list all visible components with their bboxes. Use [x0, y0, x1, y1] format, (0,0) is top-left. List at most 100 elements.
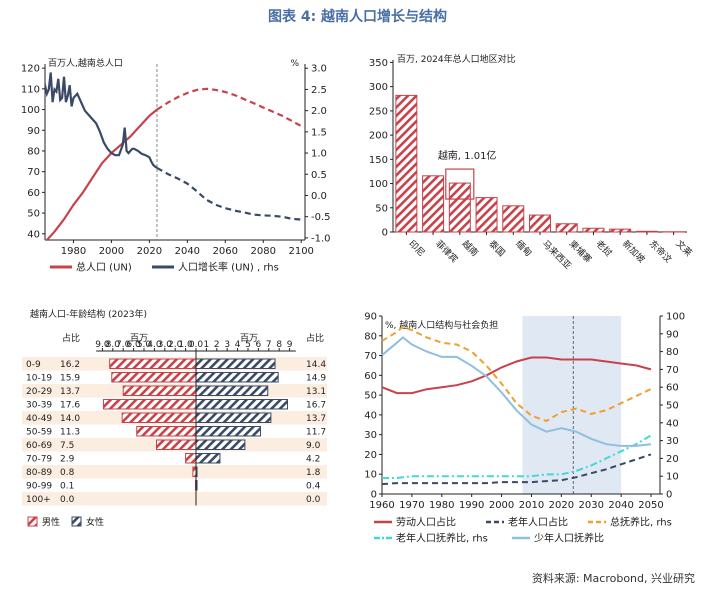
y2-tick-label: 90 [666, 329, 679, 340]
y-tick-label: 20 [364, 450, 377, 461]
age-group-label: 80-89 [26, 468, 52, 478]
bar [529, 214, 551, 233]
annotation-label: 越南, 1.01亿 [438, 149, 497, 162]
legend-label: 少年人口抚养比 [534, 532, 604, 545]
x-tick-label: 东帝汶 [647, 238, 675, 266]
right-axis-unit: % [290, 59, 299, 69]
age-group-label: 10-19 [26, 374, 52, 384]
male-share: 0.8 [60, 468, 75, 478]
population-forecast-line [156, 87, 302, 128]
x-tick-label: 越南 [460, 238, 481, 259]
legend-swatch-male [27, 516, 38, 527]
male-bar [185, 453, 197, 464]
female-share: 16.7 [306, 401, 326, 411]
female-bar [195, 372, 279, 383]
legend-swatch-female [71, 516, 82, 527]
female-share: 0.0 [306, 495, 321, 505]
x-tick-label: 2060 [213, 246, 238, 257]
population-line [45, 108, 158, 240]
male-share: 2.9 [60, 455, 75, 465]
y2-tick-label: 10 [666, 472, 679, 483]
y-tick-label: 60 [27, 188, 40, 199]
x-tick-label-right: 3 [224, 340, 230, 350]
y2-tick-label: 3.0 [311, 64, 327, 75]
male-share: 0.0 [60, 495, 75, 505]
chart-note: %, 越南人口结构与社会负担 [385, 319, 498, 331]
legend-label: 总抚养比, rhs [610, 516, 672, 529]
y2-tick-label: 40 [666, 418, 679, 429]
x-tick-label: 缅甸 [513, 238, 534, 259]
x-tick-label-right: 9 [287, 340, 293, 350]
series-line [381, 453, 652, 486]
age-group-label: 50-59 [26, 428, 52, 438]
y-tick-label: 350 [369, 58, 388, 69]
plot-area [45, 72, 302, 240]
bar [609, 228, 632, 233]
y-tick-label: 0 [371, 490, 377, 501]
male-share: 15.9 [60, 374, 80, 384]
y-tick-label: 40 [27, 229, 40, 240]
male-share: 13.7 [60, 387, 80, 397]
growth-rate-line [45, 72, 158, 169]
female-share: 9.0 [306, 441, 321, 451]
x-tick-label-left: 4.0 [147, 340, 162, 350]
series-line [381, 325, 652, 423]
legend-label-female: 女性 [86, 516, 104, 528]
x-tick-label: 2040 [175, 246, 200, 257]
legend-label: 老年人口抚养比, rhs [396, 532, 488, 545]
female-bar [195, 358, 276, 369]
x-tick-label: 2080 [251, 246, 276, 257]
y-tick-label: 90 [27, 126, 40, 137]
chart-regional-comparison: 0 50 100 150 200 250 300 350 百万, 2024年总人口地区对比印尼菲… [369, 53, 695, 272]
female-bar [195, 426, 261, 437]
age-group-label: 60-69 [26, 441, 52, 451]
x-tick-label-right: 8 [276, 340, 282, 350]
y-tick-label: 100 [21, 105, 40, 116]
x-tick-label: 1990 [459, 500, 484, 511]
y2-tick-label: 0 [666, 490, 672, 501]
x-tick-label: 1960 [369, 500, 394, 511]
male-bar [155, 439, 197, 450]
y2-tick-label: 30 [666, 436, 679, 447]
age-group-label: 30-39 [26, 401, 52, 411]
age-group-label: 100+ [26, 495, 51, 505]
y-tick-label: 50 [27, 209, 40, 220]
x-tick-label: 2000 [489, 500, 514, 511]
bar [395, 94, 418, 233]
row-stripe [22, 492, 327, 506]
y2-tick-label: 0.5 [311, 170, 327, 181]
y-tick-label: 150 [369, 155, 388, 166]
y-tick-label: 30 [364, 430, 377, 441]
y2-tick-label: 20 [666, 454, 679, 465]
x-tick-label: 2040 [608, 500, 633, 511]
series-line [382, 434, 652, 479]
x-tick-label-right: 6 [256, 340, 262, 350]
legend-label-population: 总人口 (UN) [76, 261, 132, 274]
source-note: 资料来源: Macrobond, 兴业研究 [531, 572, 695, 585]
y2-tick-label: 1.5 [311, 127, 327, 138]
y2-tick-label: 0.0 [311, 191, 327, 202]
age-group-label: 20-29 [26, 387, 52, 397]
x-tick-label-right: 4 [235, 340, 241, 350]
y-tick-label: 70 [27, 167, 40, 178]
x-tick-label-left: 7.0 [116, 340, 131, 350]
y2-tick-label: 1.0 [311, 149, 327, 160]
male-share: 16.2 [60, 360, 80, 370]
female-share: 4.2 [306, 455, 320, 465]
male-share: 0.1 [60, 482, 74, 492]
age-group-label: 70-79 [26, 455, 52, 465]
chart-title: 越南人口-年龄结构 (2023年) [30, 308, 147, 320]
y-tick-label: 60 [364, 371, 377, 382]
right-unit: 百万 [240, 333, 258, 344]
male-bar [136, 426, 197, 437]
female-share: 14.4 [306, 360, 326, 370]
chart-dependency: 0102030405060708090010203040506070809010… [364, 312, 685, 545]
x-tick-label: 菲律宾 [433, 238, 461, 266]
male-share: 14.0 [60, 414, 80, 424]
male-bar [121, 412, 197, 423]
bar [635, 230, 658, 233]
x-tick-label: 文莱 [674, 238, 695, 259]
y-tick-label: 80 [364, 331, 377, 342]
legend-label-male: 男性 [42, 516, 60, 528]
female-bar [195, 385, 269, 396]
